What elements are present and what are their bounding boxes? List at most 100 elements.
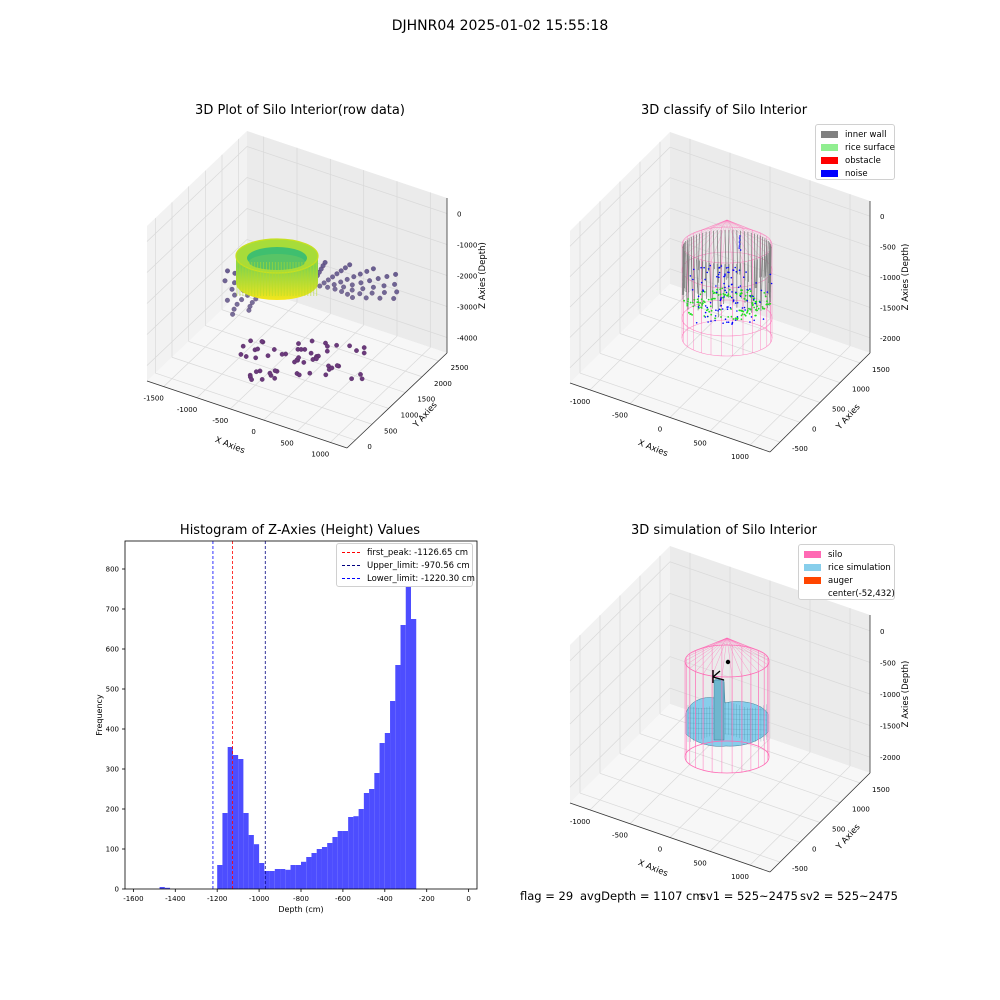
rice-surface-point xyxy=(705,309,708,312)
rice-surface-point xyxy=(744,314,747,317)
grid-line-y xyxy=(619,333,821,403)
y-tick-label: -500 xyxy=(792,445,808,453)
raw-point xyxy=(370,266,376,272)
rice-surface-point xyxy=(710,298,713,301)
x-axis-label: X Axies xyxy=(213,435,246,456)
noise-point xyxy=(735,271,738,273)
noise-point xyxy=(769,273,772,276)
rice-surface-point xyxy=(714,317,716,320)
rice-surface-point xyxy=(686,304,689,307)
histogram-bar xyxy=(285,869,291,889)
x-tick-label: -800 xyxy=(293,895,309,903)
noise-point xyxy=(695,322,698,324)
inner-wall-point xyxy=(753,260,755,299)
silo-roof-wire xyxy=(726,219,767,237)
noise-point xyxy=(734,302,737,304)
flag-text: flag = 29 xyxy=(520,889,574,903)
z-tick-label: -1500 xyxy=(880,723,900,731)
x-tick-label: -500 xyxy=(212,417,228,425)
raw-wall-inner-floor xyxy=(249,254,305,270)
noise-point xyxy=(737,286,740,289)
rice-surface-point xyxy=(769,302,772,305)
noise-point xyxy=(744,309,746,311)
rice-surface-point xyxy=(691,314,693,316)
raw-point xyxy=(325,343,330,349)
histogram-bar xyxy=(290,865,296,889)
y-tick-label: -500 xyxy=(792,865,808,873)
x-tick-label: -600 xyxy=(335,895,351,903)
noise-point xyxy=(724,289,726,292)
histogram-bar xyxy=(327,843,333,889)
silo-roof-wire xyxy=(726,219,771,241)
rice-surface-point xyxy=(707,298,710,301)
rice-surface-point xyxy=(766,300,768,302)
silo-roof-wire xyxy=(726,637,733,677)
rice-surface-point xyxy=(730,315,733,318)
raw-point xyxy=(259,339,265,344)
rice-surface-point xyxy=(703,301,706,303)
raw-point xyxy=(249,300,255,305)
inner-wall-point xyxy=(739,230,741,275)
rice-surface-point xyxy=(713,291,716,294)
legend-label: Lower_limit: -1220.30 cm xyxy=(367,573,475,584)
histogram-plot: -1600 -1400 -1200 -1000 -800 -600 -400 -200 0 0 10… xyxy=(95,540,478,914)
rice-surface-point xyxy=(744,294,747,297)
raw-point xyxy=(308,350,314,356)
raw-point xyxy=(332,286,338,292)
grid-line-z xyxy=(569,687,871,788)
rice-surface-point xyxy=(709,305,712,308)
x-tick-label: -400 xyxy=(377,895,393,903)
raw-point xyxy=(272,375,278,381)
raw-point xyxy=(243,354,249,359)
x-axis-label: Depth (cm) xyxy=(278,905,323,914)
raw-point xyxy=(377,295,383,301)
rice-surface-point xyxy=(692,305,695,308)
y-tick-label: 200 xyxy=(106,806,119,814)
noise-point xyxy=(727,271,729,274)
raw-point xyxy=(248,338,253,344)
inner-wall-point xyxy=(768,243,771,284)
inner-wall-point xyxy=(716,263,719,318)
noise-point xyxy=(697,306,700,308)
y-tick-label: 1500 xyxy=(872,366,890,374)
grid-line-z xyxy=(569,146,871,247)
classify-legend: inner wall rice surface obstacle noise xyxy=(815,124,895,180)
x-tick-label: 0 xyxy=(658,846,662,854)
silo-roof-wire xyxy=(710,219,728,229)
noise-point xyxy=(749,295,752,297)
legend-item-center: center(-52,432) xyxy=(804,587,895,600)
noise-point xyxy=(760,289,763,292)
raw-point xyxy=(351,274,357,280)
noise-point xyxy=(709,301,712,304)
legend-item-auger: auger xyxy=(804,574,889,587)
grid-line-x xyxy=(230,313,331,410)
x-tick-label: 500 xyxy=(693,439,706,447)
raw-point xyxy=(309,338,315,344)
histogram-bar xyxy=(232,755,239,889)
raw-point xyxy=(342,265,348,271)
noise-point xyxy=(720,297,722,299)
rice-surface-point xyxy=(739,309,742,312)
inner-wall-point xyxy=(736,230,738,275)
histogram-bar xyxy=(374,773,380,889)
raw-point xyxy=(229,286,235,292)
raw-point xyxy=(361,345,367,350)
rice-surface-point xyxy=(748,312,751,315)
raw-point xyxy=(224,297,230,303)
y-tick-label: 0 xyxy=(115,886,119,894)
rice-surface-point xyxy=(740,292,743,295)
legend-label: noise xyxy=(845,168,868,179)
raw-point xyxy=(358,372,363,377)
noise-point xyxy=(732,269,734,271)
noise-point xyxy=(727,321,730,324)
simulation-plot-title: 3D simulation of Silo Interior xyxy=(631,523,817,538)
avg-depth-text: avgDepth = 1107 cm xyxy=(580,889,704,903)
raw-point xyxy=(384,274,390,279)
noise-point xyxy=(739,249,742,251)
inner-wall-point xyxy=(727,229,730,279)
noise-point xyxy=(714,319,716,322)
rice-mesh-line xyxy=(687,732,768,736)
x-tick-label: -1600 xyxy=(123,895,143,903)
raw-point xyxy=(357,271,363,277)
raw-point xyxy=(357,291,363,297)
